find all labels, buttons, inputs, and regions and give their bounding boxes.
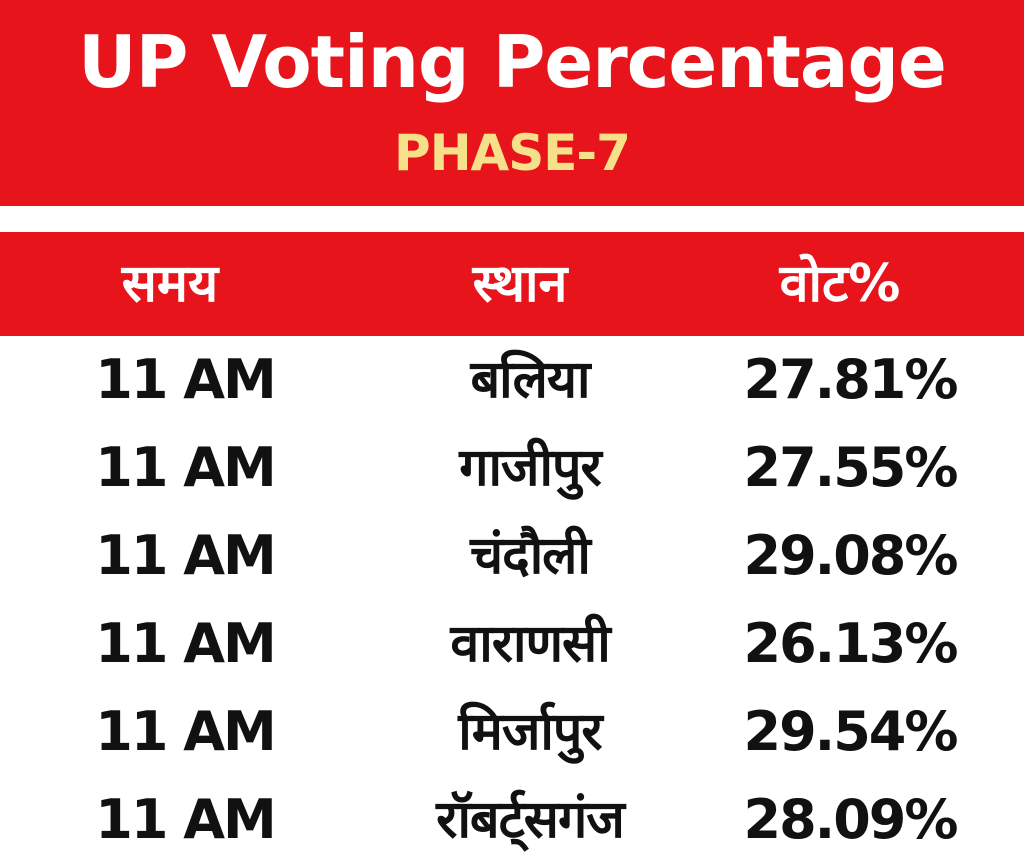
vote-percent-cell: 26.13% xyxy=(743,612,959,675)
time-cell: 11 AM xyxy=(95,612,276,675)
table-header: समय स्थान वोट% xyxy=(0,232,1024,336)
page-title: UP Voting Percentage xyxy=(78,20,947,104)
table-body: 11 AM बलिया 27.81% 11 AM गाजीपुर 27.55% … xyxy=(0,336,1024,868)
title-banner: UP Voting Percentage PHASE-7 xyxy=(0,0,1024,206)
table-row: 11 AM रॉबर्ट्सगंज 28.09% xyxy=(0,776,1024,864)
table-row: 11 AM चंदौली 29.08% xyxy=(0,512,1024,600)
table-row: 11 AM मिर्जापुर 29.54% xyxy=(0,688,1024,776)
vote-percent-cell: 27.81% xyxy=(743,348,959,411)
place-cell: मिर्जापुर xyxy=(458,702,602,762)
place-cell: रॉबर्ट्सगंज xyxy=(436,790,625,850)
phase-subtitle: PHASE-7 xyxy=(394,124,631,182)
place-cell: वाराणसी xyxy=(450,614,610,674)
time-cell: 11 AM xyxy=(95,788,276,851)
table-row: 11 AM गाजीपुर 27.55% xyxy=(0,424,1024,512)
time-cell: 11 AM xyxy=(95,436,276,499)
vote-percent-cell: 28.09% xyxy=(743,788,959,851)
table-row: 11 AM बलिया 27.81% xyxy=(0,336,1024,424)
place-cell: बलिया xyxy=(470,350,590,410)
header-time: समय xyxy=(121,254,219,314)
time-cell: 11 AM xyxy=(95,700,276,763)
header-vote-percent: वोट% xyxy=(779,254,901,314)
vote-percent-cell: 29.54% xyxy=(743,700,959,763)
vote-percent-cell: 27.55% xyxy=(743,436,959,499)
place-cell: चंदौली xyxy=(470,526,591,586)
vote-percent-cell: 29.08% xyxy=(743,524,959,587)
place-cell: गाजीपुर xyxy=(459,438,602,498)
header-place: स्थान xyxy=(472,254,568,314)
time-cell: 11 AM xyxy=(95,348,276,411)
time-cell: 11 AM xyxy=(95,524,276,587)
table-row: 11 AM वाराणसी 26.13% xyxy=(0,600,1024,688)
